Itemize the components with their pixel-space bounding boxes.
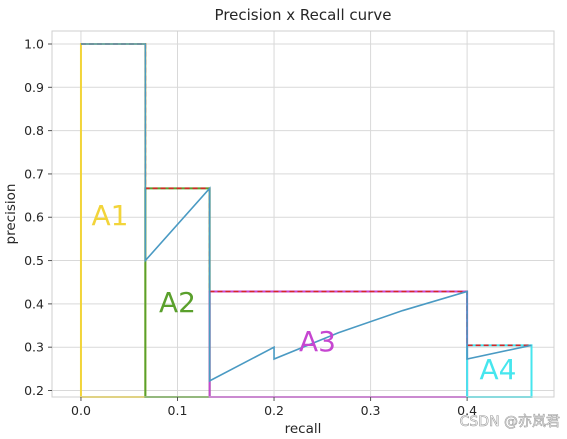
series-line	[80, 43, 532, 383]
y-tick-label: 0.6	[24, 210, 44, 225]
y-tick-label: 1.0	[24, 36, 44, 51]
series-lines	[80, 43, 532, 383]
area-label-a2: A2	[159, 286, 196, 319]
x-tick-label: 0.1	[168, 403, 188, 418]
y-tick-label: 0.8	[24, 123, 44, 138]
x-axis-ticks: 0.0 0.1 0.2 0.3 0.4	[71, 397, 477, 418]
y-tick-label: 0.2	[24, 383, 44, 398]
y-tick-label: 0.9	[24, 80, 44, 95]
chart-title: Precision x Recall curve	[215, 6, 392, 24]
plot-frame	[51, 30, 555, 398]
y-tick-label: 0.7	[24, 166, 44, 181]
y-tick-label: 0.5	[24, 253, 44, 268]
area-labels: A1 A2 A3 A4	[91, 199, 516, 386]
grid	[52, 31, 554, 397]
x-axis-title: recall	[285, 421, 322, 437]
y-tick-label: 0.3	[24, 340, 44, 355]
area-label-a3: A3	[299, 325, 336, 358]
x-tick-label: 0.2	[264, 403, 284, 418]
y-tick-label: 0.4	[24, 296, 44, 311]
watermark: CSDN @亦岚君	[460, 414, 560, 430]
area-label-a4: A4	[480, 353, 517, 386]
x-tick-label: 0.4	[457, 403, 477, 418]
x-tick-label: 0.3	[361, 403, 381, 418]
y-axis-title: precision	[3, 184, 19, 245]
area-label-a1: A1	[91, 199, 128, 232]
x-tick-label: 0.0	[71, 403, 91, 418]
y-axis-ticks: 0.2 0.3 0.4 0.5 0.6 0.7 0.8 0.9 1.0	[24, 36, 52, 398]
